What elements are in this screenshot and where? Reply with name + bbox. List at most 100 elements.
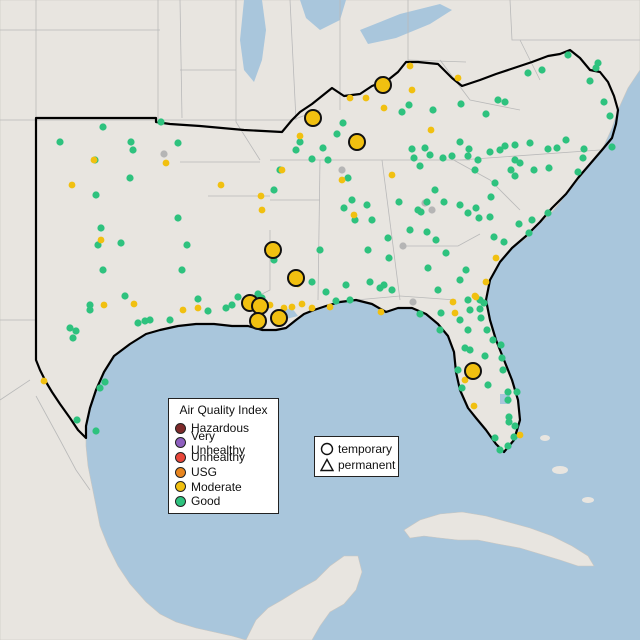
station-marker-good (308, 155, 316, 163)
station-marker-good (448, 152, 456, 160)
land-bahamas-3 (582, 497, 594, 503)
station-marker-good (476, 305, 484, 313)
station-marker-good (99, 266, 107, 274)
station-marker-good (426, 151, 434, 159)
station-marker-moderate (482, 278, 490, 286)
station-marker-moderate (451, 309, 459, 317)
station-marker-good (491, 179, 499, 187)
legend-label: temporary (338, 442, 393, 456)
circle-icon (320, 442, 334, 456)
station-marker-moderate (130, 300, 138, 308)
station-marker-good (344, 174, 352, 182)
station-marker-moderate (471, 292, 479, 300)
station-marker-good (511, 172, 519, 180)
station-marker-good (504, 442, 512, 450)
station-marker-good (484, 381, 492, 389)
station-marker-good (416, 162, 424, 170)
station-marker-good (471, 166, 479, 174)
station-marker-good (66, 324, 74, 332)
station-marker-good (544, 145, 552, 153)
station-marker-good (464, 152, 472, 160)
station-marker-moderate (90, 156, 98, 164)
station-marker-no-data (399, 242, 407, 250)
station-marker-good (497, 341, 505, 349)
station-marker-moderate (408, 86, 416, 94)
station-marker-good (434, 286, 442, 294)
land-bahamas-1 (552, 466, 568, 474)
legend-label: permanent (338, 458, 396, 472)
station-marker-good (366, 278, 374, 286)
lake-huron (300, 0, 346, 30)
lake-erie (360, 4, 452, 44)
station-marker-good (504, 396, 512, 404)
station-marker-good (421, 144, 429, 152)
station-markers (40, 51, 616, 454)
station-marker-good (388, 286, 396, 294)
station-marker-good (222, 304, 230, 312)
station-marker-good (414, 206, 422, 214)
station-marker-good (92, 191, 100, 199)
station-marker-good (515, 220, 523, 228)
station-marker-good (410, 154, 418, 162)
station-marker-good (464, 296, 472, 304)
station-marker-good (528, 216, 536, 224)
legend-label: Moderate (191, 479, 242, 494)
station-marker-moderate (461, 376, 469, 384)
triangle-icon (320, 458, 334, 472)
station-marker-moderate (296, 132, 304, 140)
station-marker-moderate-temporary (348, 133, 366, 151)
station-marker-good (456, 201, 464, 209)
legend-label: Good (191, 494, 221, 509)
station-marker-good (431, 186, 439, 194)
station-marker-moderate-temporary (264, 241, 282, 259)
station-marker-good (475, 214, 483, 222)
station-marker-good (440, 198, 448, 206)
station-marker-no-data (338, 166, 346, 174)
station-marker-good (348, 196, 356, 204)
station-marker-good (342, 281, 350, 289)
station-marker-good (562, 136, 570, 144)
station-marker-moderate (346, 94, 354, 102)
station-marker-good (487, 193, 495, 201)
legend-item-temporary: temporary (320, 441, 393, 457)
legend-label: Unhealthy (191, 450, 246, 465)
station-marker-good (346, 296, 354, 304)
station-marker-moderate (68, 181, 76, 189)
station-marker-good (319, 144, 327, 152)
legend-dot-usg (175, 466, 186, 478)
station-marker-moderate (377, 308, 385, 316)
station-marker-good (579, 154, 587, 162)
station-marker-moderate (492, 254, 500, 262)
station-marker-good (465, 145, 473, 153)
station-marker-good (510, 433, 518, 441)
legend-item-usg: USG (175, 465, 272, 480)
station-marker-good (364, 246, 372, 254)
station-marker-good (157, 118, 165, 126)
station-marker-good (472, 204, 480, 212)
station-marker-good (292, 146, 300, 154)
station-marker-good (340, 204, 348, 212)
station-marker-good (481, 352, 489, 360)
station-marker-moderate (40, 377, 48, 385)
legend-item-unhealthy: Unhealthy (175, 450, 272, 465)
legend-dot-hazardous (175, 422, 186, 434)
station-marker-good (553, 144, 561, 152)
station-marker-good (456, 276, 464, 284)
station-marker-moderate-temporary (270, 309, 288, 327)
land-cuba (403, 511, 595, 567)
station-marker-good (384, 234, 392, 242)
station-marker-good (486, 148, 494, 156)
legend-item-good: Good (175, 494, 272, 509)
station-marker-good (504, 388, 512, 396)
aqi-legend: Air Quality Index Hazardous Very Unhealt… (168, 398, 279, 514)
station-marker-good (270, 186, 278, 194)
station-marker-good (228, 301, 236, 309)
station-marker-moderate (308, 304, 316, 312)
legend-dot-moderate (175, 481, 186, 493)
station-marker-good (501, 98, 509, 106)
station-marker-no-data (160, 150, 168, 158)
state-boundaries (0, 0, 640, 491)
station-marker-good (117, 239, 125, 247)
station-marker-good (129, 146, 137, 154)
